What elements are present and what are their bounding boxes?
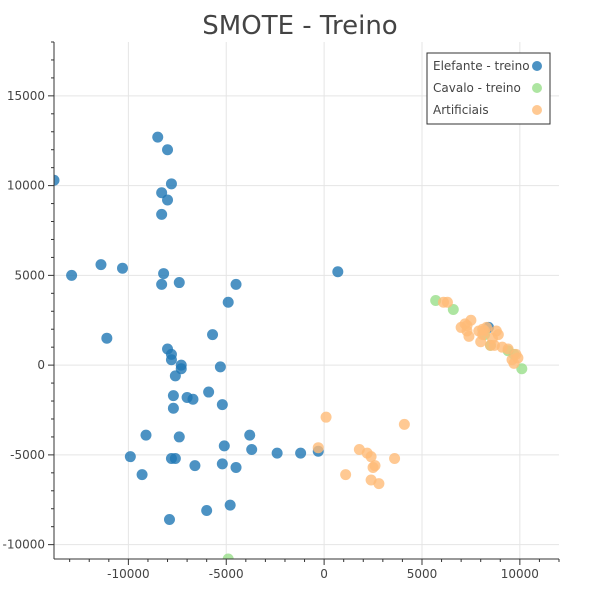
data-point: [398, 418, 410, 430]
data-point: [203, 386, 215, 398]
legend-label: Artificiais: [433, 103, 489, 117]
data-point: [224, 499, 236, 511]
data-point: [332, 266, 344, 278]
data-point: [214, 361, 226, 373]
data-point: [389, 452, 401, 464]
legend-label: Elefante - treino: [433, 59, 530, 73]
legend-label: Cavalo - treino: [433, 81, 521, 95]
data-point: [492, 329, 504, 341]
data-point: [312, 442, 324, 454]
data-point: [516, 363, 528, 375]
data-point: [216, 458, 228, 470]
y-tick-label: -10000: [2, 538, 45, 552]
data-point: [189, 460, 201, 472]
x-tick-label: 10000: [501, 567, 539, 581]
data-point: [295, 447, 307, 459]
data-point: [365, 451, 377, 463]
y-tick-label: 15000: [7, 89, 45, 103]
y-tick-label: 10000: [7, 179, 45, 193]
data-point: [140, 429, 152, 441]
data-point: [162, 194, 174, 206]
data-point: [340, 469, 352, 481]
data-point: [373, 478, 385, 490]
data-point: [167, 402, 179, 414]
x-tick-label: -10000: [107, 567, 150, 581]
data-point: [216, 399, 228, 411]
data-point: [158, 268, 170, 280]
data-point: [207, 329, 219, 341]
data-point: [477, 329, 489, 341]
data-point: [156, 278, 168, 290]
data-point: [124, 451, 136, 463]
data-point: [201, 505, 213, 517]
data-point: [463, 330, 475, 342]
data-point: [271, 447, 283, 459]
x-tick-label: 0: [320, 567, 328, 581]
data-point: [66, 269, 78, 281]
data-point: [165, 354, 177, 366]
data-point: [173, 431, 185, 443]
data-points: [48, 131, 528, 565]
legend-marker: [532, 61, 542, 71]
data-point: [156, 208, 168, 220]
data-point: [162, 144, 174, 156]
data-point: [502, 343, 514, 355]
data-point: [230, 461, 242, 473]
data-point: [152, 131, 164, 143]
top-mask: [0, 0, 600, 42]
data-point: [117, 262, 129, 274]
data-point: [165, 178, 177, 190]
data-point: [244, 429, 256, 441]
legend-marker: [532, 105, 542, 115]
data-point: [218, 440, 230, 452]
y-tick-label: 0: [37, 358, 45, 372]
data-point: [246, 443, 258, 455]
data-point: [230, 278, 242, 290]
data-point: [512, 352, 524, 364]
x-tick-label: -5000: [209, 567, 244, 581]
data-point: [95, 259, 107, 271]
data-point: [369, 460, 381, 472]
data-point: [163, 514, 175, 526]
data-point: [441, 296, 453, 308]
data-point: [175, 363, 187, 375]
right-mask: [560, 0, 600, 600]
y-tick-label: -5000: [10, 448, 45, 462]
y-tick-label: 5000: [14, 268, 45, 282]
bottom-mask: [0, 559, 600, 600]
data-point: [173, 277, 185, 289]
data-point: [320, 411, 332, 423]
x-tick-label: 5000: [407, 567, 438, 581]
data-point: [461, 320, 473, 332]
left-mask: [0, 0, 54, 600]
data-point: [187, 393, 199, 405]
legend-box: [426, 52, 551, 125]
data-point: [222, 296, 234, 308]
data-point: [136, 469, 148, 481]
chart-title: SMOTE - Treino: [202, 11, 397, 41]
data-point: [169, 452, 181, 464]
data-point: [101, 332, 113, 344]
legend: Elefante - treino Cavalo - treino Artifici…: [426, 52, 551, 125]
legend-marker: [532, 83, 542, 93]
data-point: [167, 390, 179, 402]
